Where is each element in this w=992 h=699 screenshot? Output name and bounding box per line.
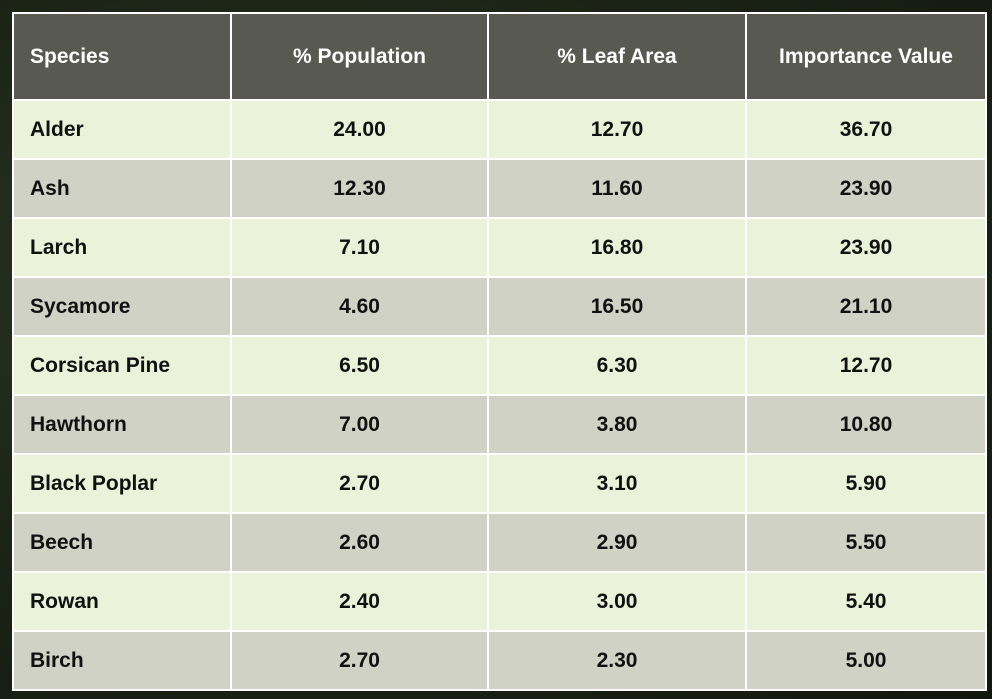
value-cell: 2.70 (231, 631, 488, 690)
species-cell: Alder (13, 100, 231, 159)
value-cell: 12.30 (231, 159, 488, 218)
value-cell: 16.50 (488, 277, 746, 336)
species-cell: Black Poplar (13, 454, 231, 513)
value-cell: 11.60 (488, 159, 746, 218)
value-cell: 6.50 (231, 336, 488, 395)
species-cell: Corsican Pine (13, 336, 231, 395)
value-cell: 4.60 (231, 277, 488, 336)
value-cell: 10.80 (746, 395, 986, 454)
value-cell: 23.90 (746, 218, 986, 277)
value-cell: 5.50 (746, 513, 986, 572)
species-cell: Sycamore (13, 277, 231, 336)
value-cell: 2.30 (488, 631, 746, 690)
header-cell: Importance Value (746, 13, 986, 100)
species-cell: Ash (13, 159, 231, 218)
value-cell: 2.70 (231, 454, 488, 513)
value-cell: 2.90 (488, 513, 746, 572)
value-cell: 3.00 (488, 572, 746, 631)
species-cell: Rowan (13, 572, 231, 631)
species-cell: Birch (13, 631, 231, 690)
header-cell: Species (13, 13, 231, 100)
value-cell: 23.90 (746, 159, 986, 218)
value-cell: 21.10 (746, 277, 986, 336)
header-cell: % Population (231, 13, 488, 100)
value-cell: 16.80 (488, 218, 746, 277)
value-cell: 5.90 (746, 454, 986, 513)
value-cell: 36.70 (746, 100, 986, 159)
value-cell: 12.70 (488, 100, 746, 159)
value-cell: 3.10 (488, 454, 746, 513)
value-cell: 12.70 (746, 336, 986, 395)
value-cell: 24.00 (231, 100, 488, 159)
value-cell: 3.80 (488, 395, 746, 454)
value-cell: 5.00 (746, 631, 986, 690)
species-cell: Beech (13, 513, 231, 572)
value-cell: 2.40 (231, 572, 488, 631)
value-cell: 7.10 (231, 218, 488, 277)
value-cell: 6.30 (488, 336, 746, 395)
value-cell: 5.40 (746, 572, 986, 631)
species-cell: Hawthorn (13, 395, 231, 454)
species-cell: Larch (13, 218, 231, 277)
value-cell: 7.00 (231, 395, 488, 454)
value-cell: 2.60 (231, 513, 488, 572)
header-cell: % Leaf Area (488, 13, 746, 100)
page: {"table": { "header": ["Species", "% Pop… (0, 0, 992, 699)
